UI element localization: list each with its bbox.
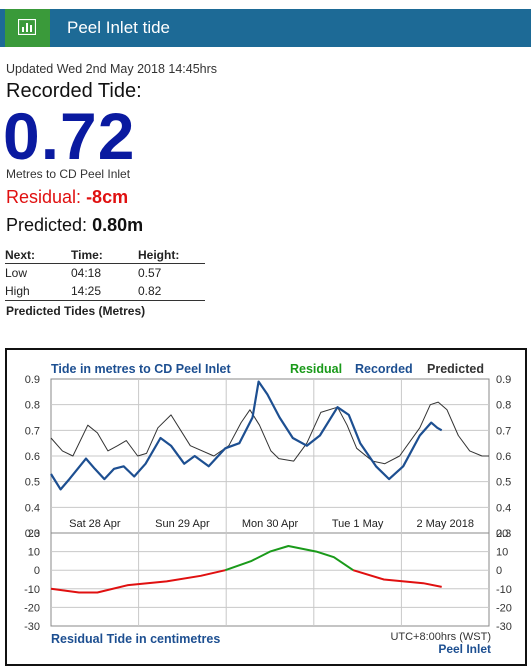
y-tick-label: 0 [496,565,502,577]
timezone-note: UTC+8:00hrs (WST) [390,631,491,643]
y-tick-label: 10 [28,547,40,559]
residual-panel-title: Residual Tide in centimetres [51,632,220,646]
residual-series-line-negative [352,569,442,588]
y-tick-label: -30 [24,621,40,633]
y-tick-label: 0.6 [25,451,40,463]
y-tick-label: -30 [496,621,512,633]
recorded-tide-label: Recorded Tide: [6,80,142,102]
y-tick-label: 0.8 [25,400,40,412]
x-tick-label: Sun 29 Apr [155,518,210,530]
table-caption: Predicted Tides (Metres) [6,304,146,318]
page-title: Peel Inlet tide [67,18,171,37]
y-tick-label: 0.5 [25,477,40,489]
predicted-label: Predicted: [6,215,88,235]
y-tick-label: 0.7 [496,425,511,437]
y-tick-label: 0.4 [25,502,40,514]
y-tick-label: -10 [24,584,40,596]
legend-recorded: Recorded [355,362,413,376]
y-tick-label: 0.3 [25,528,40,540]
x-tick-label: Mon 30 Apr [242,518,299,530]
y-tick-label: 0 [34,565,40,577]
y-tick-label: 0.5 [496,477,511,489]
chart-toggle-button[interactable] [5,9,50,47]
recorded-units: Metres to CD Peel Inlet [6,167,131,181]
table-cell: 0.57 [138,266,162,280]
column-header: Height: [138,247,205,264]
recorded-tide-value: 0.72 [3,99,136,173]
table-header-row: Next: Time: Height: [5,247,205,264]
residual-label: Residual: [6,187,82,207]
y-axis-labels: 0.9 0.9 0.8 0.8 0.7 0.7 0.6 0.6 0.5 0.5 0.4 0.4 0.3 0… [24,374,512,633]
y-tick-label: 0.3 [496,528,511,540]
residual-value: -8cm [86,187,129,207]
legend-predicted: Predicted [427,362,484,376]
series-lines [50,380,489,594]
residual-series-line-negative [50,569,226,594]
x-axis-labels: Sat 28 Apr Sun 29 Apr Mon 30 Apr Tue 1 May 2… [69,518,474,530]
x-tick-label: Tue 1 May [332,518,384,530]
table-cell: 0.82 [138,282,205,301]
residual-line: Residual: -8cm [6,187,128,208]
table-row: High 14:25 0.82 [5,282,205,301]
table-row: Low 04:18 0.57 [5,264,205,283]
table-cell: 14:25 [71,282,138,301]
column-header: Next: [5,247,71,264]
updated-timestamp: Updated Wed 2nd May 2018 14:45hrs [6,62,218,76]
predicted-value: 0.80m [92,215,144,235]
predicted-series-line [50,401,489,465]
bar-chart-icon [18,19,36,35]
y-tick-label: 0.6 [496,451,511,463]
table-cell: 04:18 [71,266,102,280]
y-tick-label: -20 [24,602,40,614]
y-tick-label: 0.8 [496,400,511,412]
y-tick-label: 10 [496,547,508,559]
y-tick-label: 0.7 [25,425,40,437]
next-tides-table: Next: Time: Height: Low 04:18 0.57 High … [5,247,205,301]
predicted-line: Predicted: 0.80m [6,215,143,236]
header-bar: Peel Inlet tide [0,9,531,47]
recorded-series-line [50,380,443,491]
chart-title: Tide in metres to CD Peel Inlet [51,362,232,376]
plot-border [50,378,490,627]
table-cell: Low [5,266,28,280]
y-tick-label: -10 [496,584,512,596]
y-tick-label: 20 [496,528,508,540]
x-tick-label: Sat 28 Apr [69,518,121,530]
y-tick-label: 0.9 [25,374,40,386]
table-cell: High [5,282,71,301]
y-tick-label: 0.9 [496,374,511,386]
legend-residual: Residual [290,362,342,376]
y-tick-label: 0.4 [496,502,511,514]
tide-chart: Tide in metres to CD Peel Inlet Residual… [5,348,527,666]
station-name: Peel Inlet [438,642,491,656]
tide-chart-svg: Tide in metres to CD Peel Inlet Residual… [24,362,512,656]
column-header: Time: [71,247,138,264]
x-tick-label: 2 May 2018 [416,518,473,530]
y-tick-label: 20 [28,528,40,540]
residual-series-line-positive [224,545,354,572]
y-tick-label: -20 [496,602,512,614]
